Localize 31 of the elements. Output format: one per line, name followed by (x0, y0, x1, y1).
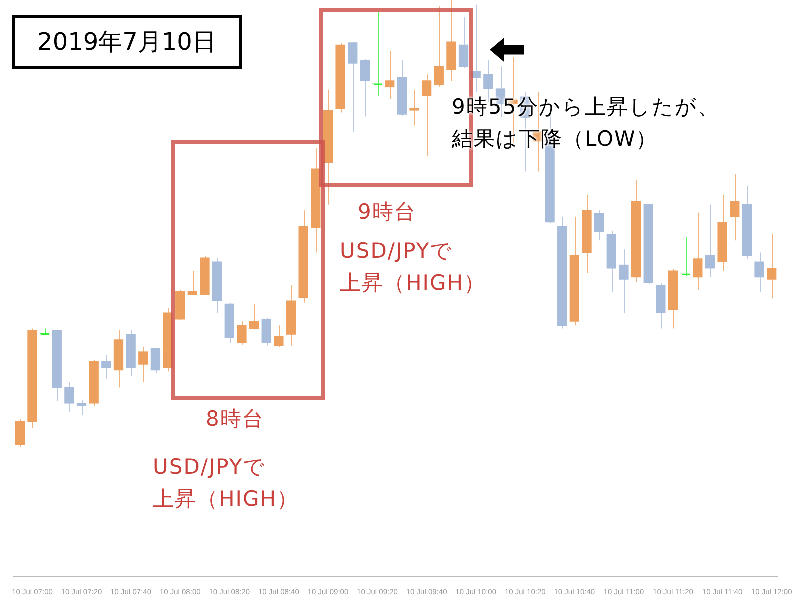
candlestick (76, 400, 87, 416)
candlestick (693, 212, 703, 290)
candlestick (249, 304, 260, 330)
candlestick (594, 210, 604, 242)
candlestick (274, 325, 284, 348)
candlestick (188, 270, 198, 296)
candlestick (102, 354, 112, 380)
candlestick (360, 58, 370, 118)
candlestick (410, 89, 420, 126)
candlestick (434, 6, 444, 88)
annotation: 9時台 (358, 199, 416, 226)
candlestick (422, 74, 432, 158)
candlestick (138, 346, 148, 382)
annotation: USD/JPYで (340, 238, 454, 265)
candlestick (64, 381, 74, 413)
candlestick (705, 204, 716, 278)
annotation: 上昇（HIGH） (340, 270, 486, 297)
text: 2019年7月10日 (12, 15, 242, 69)
candlestick (15, 419, 25, 448)
candlestick (767, 234, 777, 300)
candlestick (619, 249, 629, 314)
candlestick (730, 173, 740, 242)
candlestick (385, 50, 395, 100)
candlestick (458, 16, 469, 69)
text: 上昇（HIGH） (153, 486, 300, 513)
text: USD/JPYで (153, 454, 266, 481)
candlestick (754, 252, 764, 294)
candlestick (348, 42, 358, 132)
candlestick (150, 348, 161, 374)
candlestick (237, 321, 247, 346)
annotation: 8時台 (206, 406, 264, 433)
